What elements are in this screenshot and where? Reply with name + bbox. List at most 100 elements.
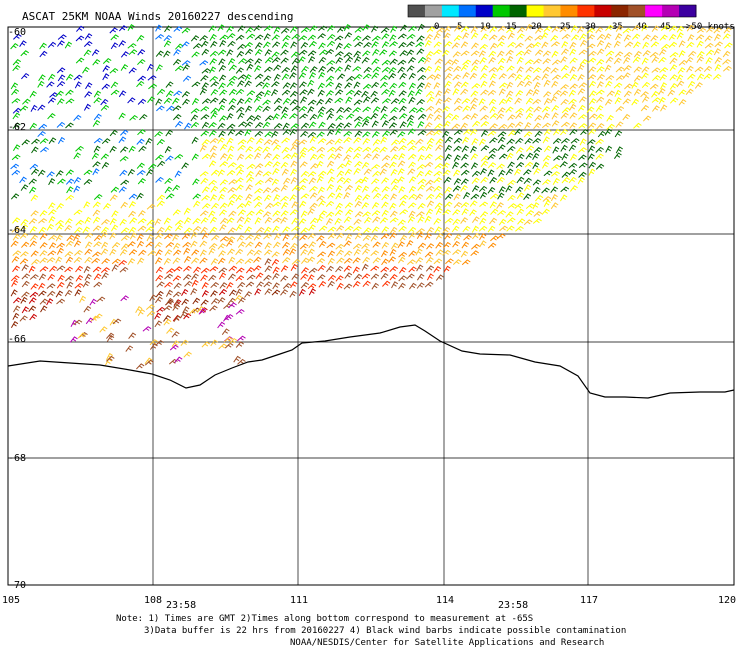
- wind-barb: [237, 74, 247, 80]
- wind-barb: [542, 58, 551, 65]
- wind-barb: [307, 99, 317, 106]
- wind-barb: [597, 130, 606, 138]
- wind-barb: [46, 257, 56, 263]
- wind-barb: [515, 186, 524, 194]
- wind-barb: [262, 211, 271, 218]
- wind-barb: [289, 128, 298, 136]
- wind-barb: [460, 217, 468, 224]
- legend-swatch: [611, 5, 629, 17]
- wind-barb: [163, 50, 171, 58]
- wind-barb: [623, 34, 631, 42]
- wind-barb: [542, 50, 551, 57]
- wind-barb: [442, 162, 450, 170]
- wind-barb: [56, 40, 65, 47]
- wind-barb: [273, 26, 281, 34]
- wind-barb: [264, 242, 272, 250]
- wind-barb: [561, 152, 569, 161]
- wind-barb: [237, 112, 245, 120]
- wind-barb: [695, 34, 705, 41]
- wind-barb: [92, 251, 101, 258]
- wind-barb: [290, 281, 298, 289]
- wind-barb: [488, 147, 498, 154]
- wind-barb: [11, 279, 19, 287]
- wind-barb: [551, 59, 561, 66]
- wind-barb: [200, 40, 209, 48]
- wind-barb: [406, 49, 415, 57]
- wind-barb: [255, 209, 264, 216]
- wind-barb: [85, 82, 93, 90]
- wind-barb: [604, 33, 612, 41]
- wind-barb: [381, 209, 389, 217]
- wind-barb: [227, 187, 237, 194]
- wind-barb: [290, 176, 298, 185]
- wind-barb: [514, 168, 522, 176]
- lon-label: 111: [290, 595, 308, 606]
- wind-barb: [196, 306, 205, 313]
- wind-barb: [388, 50, 397, 57]
- wind-barb: [416, 66, 426, 73]
- wind-barb: [588, 113, 598, 120]
- wind-barb: [613, 57, 622, 65]
- wind-barb: [406, 120, 414, 128]
- wind-barb: [722, 65, 732, 72]
- wind-barb: [334, 145, 344, 153]
- wind-barb: [560, 64, 569, 72]
- wind-barb: [218, 267, 228, 274]
- wind-barb: [163, 305, 173, 311]
- wind-barb: [559, 26, 569, 33]
- wind-barb: [165, 81, 174, 88]
- wind-barb: [389, 248, 397, 256]
- wind-barb: [443, 265, 451, 273]
- wind-barb: [209, 66, 217, 74]
- wind-barb: [56, 98, 65, 105]
- wind-barb: [595, 105, 604, 112]
- wind-barb: [417, 184, 426, 191]
- wind-barb: [217, 137, 225, 144]
- wind-barb: [568, 176, 577, 184]
- wind-barb: [435, 90, 443, 98]
- wind-barb: [39, 50, 48, 58]
- wind-barb: [289, 290, 297, 298]
- wind-barb: [595, 138, 604, 145]
- wind-barb: [223, 336, 233, 343]
- wind-barb: [181, 162, 189, 170]
- wind-barb: [128, 67, 137, 74]
- wind-barb: [462, 32, 470, 40]
- wind-barb: [38, 218, 47, 224]
- wind-barb: [75, 57, 85, 64]
- wind-barb: [94, 313, 103, 320]
- wind-barb: [489, 26, 498, 33]
- wind-barb: [138, 249, 147, 256]
- wind-barb: [453, 97, 462, 105]
- wind-barb: [398, 251, 408, 258]
- wind-barb: [569, 122, 578, 129]
- wind-barb: [390, 193, 398, 201]
- wind-barb: [389, 161, 397, 169]
- wind-barb: [128, 200, 136, 209]
- wind-barb: [461, 145, 469, 153]
- wind-barb: [37, 130, 46, 138]
- wind-barb: [235, 177, 244, 184]
- wind-barb: [497, 35, 507, 42]
- wind-barb: [588, 128, 597, 136]
- wind-barb: [587, 145, 596, 153]
- wind-barb: [507, 122, 516, 129]
- wind-barb: [245, 48, 254, 56]
- wind-barb: [77, 332, 87, 339]
- wind-barb: [388, 256, 396, 263]
- wind-barb: [568, 144, 577, 152]
- wind-barb: [425, 265, 435, 272]
- wind-barb: [155, 339, 164, 346]
- wind-barb: [228, 273, 236, 281]
- wind-barb: [362, 234, 371, 242]
- wind-barb: [480, 160, 489, 168]
- wind-barb: [561, 73, 570, 80]
- wind-barb: [642, 41, 650, 49]
- wind-barb: [343, 265, 352, 272]
- wind-barb: [398, 275, 407, 282]
- wind-barb: [352, 152, 361, 160]
- note-line-3: NOAA/NESDIS/Center for Satellite Applica…: [290, 638, 605, 648]
- wind-barb: [380, 105, 388, 113]
- wind-barb: [154, 131, 163, 138]
- wind-barb: [433, 218, 442, 225]
